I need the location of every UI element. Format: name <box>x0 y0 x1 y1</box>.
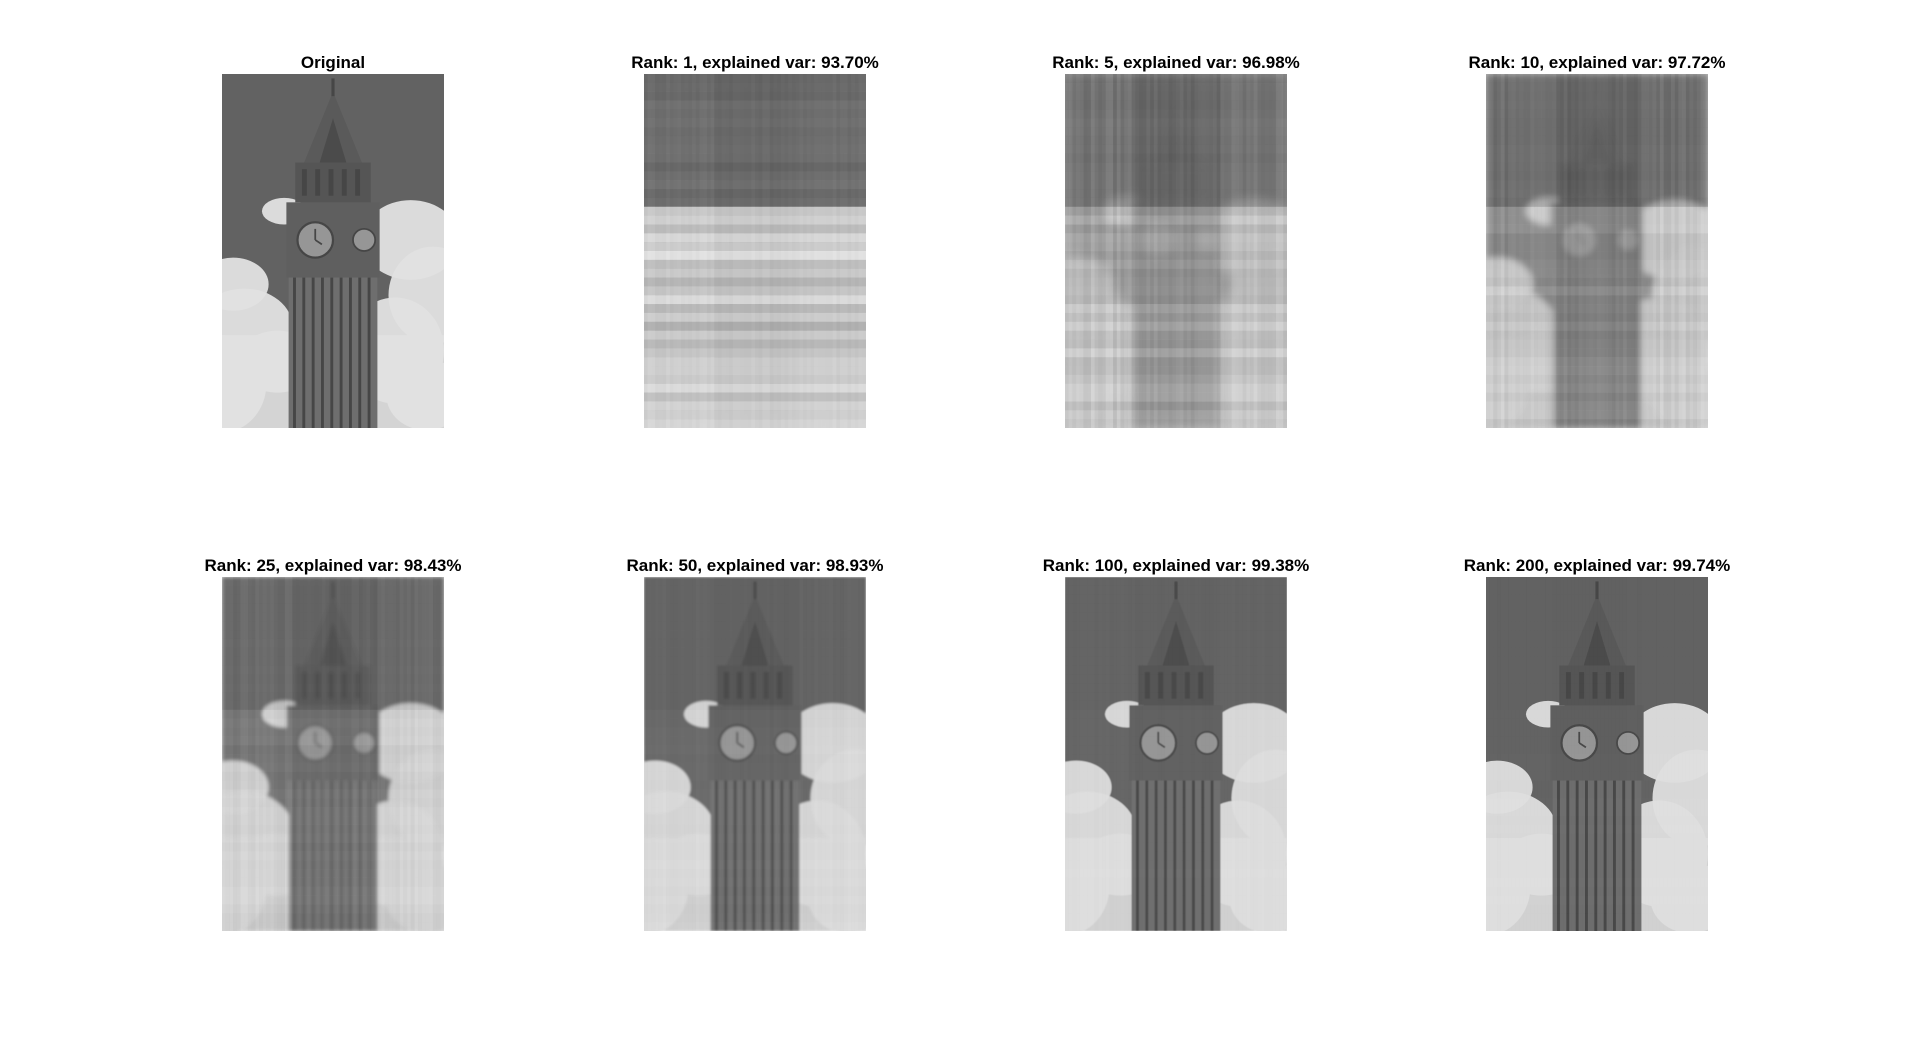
panel-rank-5: Rank: 5, explained var: 96.98% <box>966 53 1386 428</box>
panel-rank-25: Rank: 25, explained var: 98.43% <box>123 556 543 931</box>
rank-50-image <box>644 577 866 931</box>
panel-title: Original <box>300 53 366 72</box>
panel-title: Rank: 1, explained var: 93.70% <box>631 53 879 72</box>
rank-25-image <box>222 577 444 931</box>
rank-100-image <box>1065 577 1287 931</box>
panel-rank-1: Rank: 1, explained var: 93.70% <box>545 53 965 428</box>
panel-title: Rank: 10, explained var: 97.72% <box>1468 53 1726 72</box>
panel-title: Rank: 5, explained var: 96.98% <box>1052 53 1300 72</box>
rank-10-image <box>1486 74 1708 428</box>
panel-original: Original <box>123 53 543 428</box>
rank-5-image <box>1065 74 1287 428</box>
panel-title: Rank: 200, explained var: 99.74% <box>1463 556 1731 575</box>
rank-200-image <box>1486 577 1708 931</box>
panel-rank-10: Rank: 10, explained var: 97.72% <box>1387 53 1807 428</box>
panel-rank-200: Rank: 200, explained var: 99.74% <box>1387 556 1807 931</box>
panel-rank-100: Rank: 100, explained var: 99.38% <box>966 556 1386 931</box>
panel-rank-50: Rank: 50, explained var: 98.93% <box>545 556 965 931</box>
rank-1-image <box>644 74 866 428</box>
panel-title: Rank: 50, explained var: 98.93% <box>626 556 884 575</box>
tower-image <box>222 74 444 428</box>
panel-title: Rank: 100, explained var: 99.38% <box>1042 556 1310 575</box>
panel-title: Rank: 25, explained var: 98.43% <box>204 556 462 575</box>
